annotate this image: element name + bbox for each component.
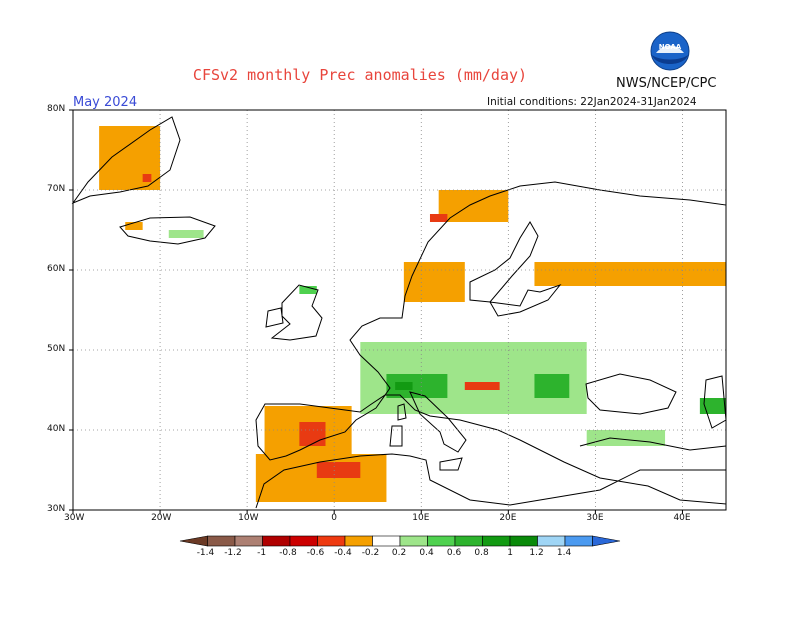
valid-month-label: May 2024 [73, 95, 138, 110]
anomaly-cell [438, 190, 509, 222]
lon-tick-label: 10E [412, 513, 430, 523]
anomaly-shading [99, 126, 726, 502]
color-legend [179, 535, 621, 547]
anomaly-cell [403, 262, 465, 302]
anomaly-cell [125, 222, 143, 230]
legend-swatch [262, 535, 291, 547]
legend-arrow-low [179, 535, 208, 547]
anomaly-cell [168, 230, 204, 238]
legend-label: -1.4 [196, 548, 215, 558]
lat-tick-label: 30N [47, 504, 66, 514]
legend-label: 0.2 [391, 548, 407, 558]
lat-tick-label: 70N [47, 184, 66, 194]
lat-tick-label: 40N [47, 424, 66, 434]
legend-swatch [537, 535, 566, 547]
legend-label: 1.4 [556, 548, 572, 558]
legend-label: -1 [257, 548, 267, 558]
anomaly-cell [142, 174, 152, 182]
legend-arrow-high [592, 535, 621, 547]
legend-swatch [564, 535, 593, 547]
logo-text: NOAA [659, 43, 682, 51]
legend-swatch [234, 535, 263, 547]
anomaly-cell [299, 286, 317, 294]
legend-swatch [372, 535, 401, 547]
noaa-logo-icon: NOAA [650, 31, 690, 71]
legend-label: -1.2 [224, 548, 242, 558]
legend-swatch [482, 535, 511, 547]
legend-swatch [344, 535, 373, 547]
legend-label: -0.6 [306, 548, 325, 558]
lon-tick-label: 30W [64, 513, 85, 523]
legend-swatch [207, 535, 236, 547]
anomaly-cell [395, 382, 413, 390]
lon-tick-label: 0 [331, 513, 337, 523]
legend-label: -0.2 [361, 548, 380, 558]
legend-label: -0.4 [334, 548, 352, 558]
legend-swatch [454, 535, 483, 547]
lon-tick-label: 20E [499, 513, 517, 523]
anomaly-cell [429, 214, 448, 222]
lat-tick-label: 50N [47, 344, 66, 354]
anomaly-cell [316, 462, 361, 478]
anomaly-cell [699, 398, 726, 414]
legend-label: 0.8 [474, 548, 489, 558]
legend-label: -0.8 [279, 548, 297, 558]
anomaly-cell [534, 374, 570, 398]
lat-tick-label: 60N [47, 264, 66, 274]
legend-swatch [427, 535, 456, 547]
land-outlines [71, 116, 727, 509]
anomaly-cell [299, 422, 326, 446]
legend-label: 1 [507, 548, 514, 558]
initial-conditions-label: Initial conditions: 22Jan2024-31Jan2024 [487, 96, 697, 108]
legend-swatch [509, 535, 538, 547]
gridlines [73, 110, 726, 510]
legend-swatch [399, 535, 428, 547]
anomaly-cell [586, 430, 666, 446]
lon-tick-label: 10W [238, 513, 259, 523]
anomaly-cell [464, 382, 500, 390]
chart-title: CFSv2 monthly Prec anomalies (mm/day) [192, 66, 528, 84]
legend-swatch [317, 535, 346, 547]
legend-label: 0.4 [419, 548, 434, 558]
legend-swatch [289, 535, 318, 547]
lon-tick-label: 20W [151, 513, 172, 523]
legend-label: 0.6 [446, 548, 462, 558]
map-frame [72, 109, 727, 511]
legend-label: 1.2 [529, 548, 544, 558]
lon-tick-label: 30E [586, 513, 604, 523]
anomaly-cell [534, 262, 726, 286]
lat-tick-label: 80N [47, 104, 66, 114]
lon-tick-label: 40E [673, 513, 691, 523]
agency-label: NWS/NCEP/CPC [616, 76, 717, 91]
